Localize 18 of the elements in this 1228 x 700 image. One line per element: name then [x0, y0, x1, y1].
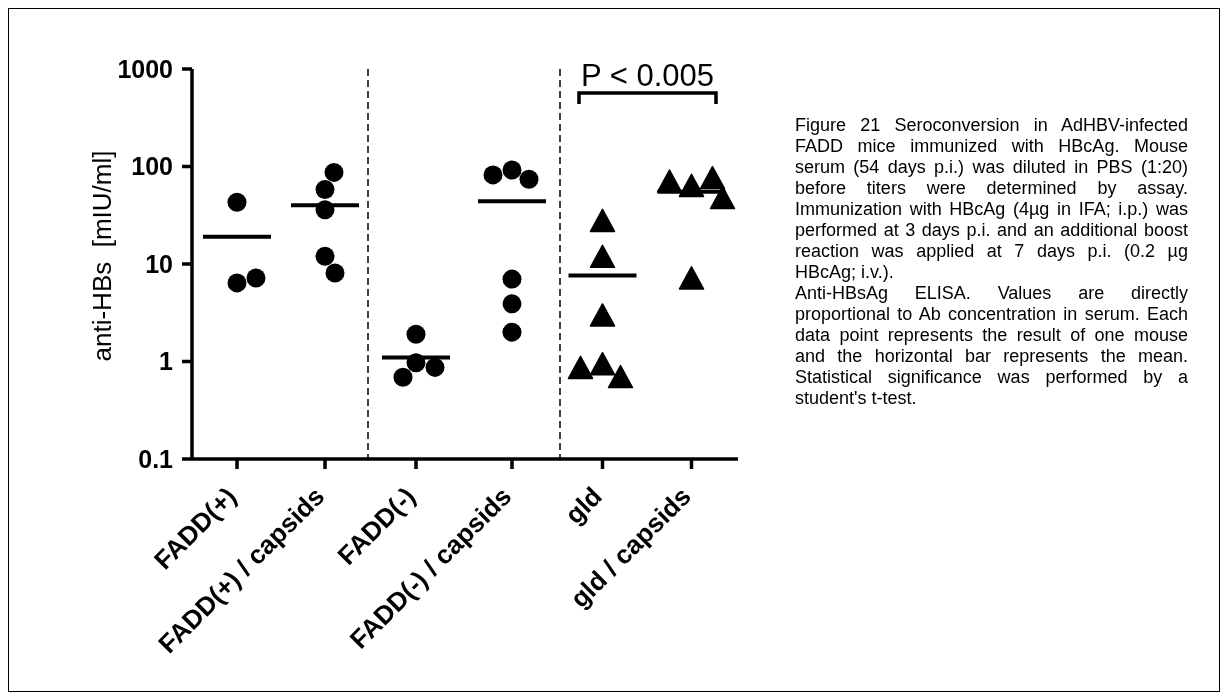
y-tick-label: 1000 — [117, 54, 173, 83]
point — [589, 351, 616, 376]
point — [589, 244, 616, 269]
y-tick-label: 10 — [145, 249, 173, 278]
point — [502, 160, 522, 180]
caption: Figure 21 Seroconversion in AdHBV-infected FADD mice immunized with HBcAg. Mouse serum (54 days p.i.) was diluted in PBS (1:20) before titers were determined by assay. Immunization with HBcAg (4µg in IFA; i.p.) was performed at 3 days p.i. and an additional boost reaction was applied at 7 days p.i. (0.2 µg HBcAg; i.v.). — [795, 115, 1188, 283]
point — [502, 322, 522, 342]
point — [502, 294, 522, 314]
point — [589, 208, 616, 233]
point — [589, 303, 616, 327]
text: Anti-HBsAg ELISA. Values are directly proportional to Ab concentration in serum. Each data point represents the result of one mouse and the horizontal bar represents the mean. Statistical significance was performed by a student's t-test. — [795, 283, 1188, 409]
y-axis-title: anti-HBs [mIU/ml] — [87, 150, 117, 362]
x-tick-label: gld — [558, 481, 608, 530]
y-tick-label: 1 — [159, 347, 174, 376]
annotation: P < 0.005 — [580, 58, 715, 93]
y-tick-label: 100 — [131, 152, 173, 181]
y-tick-label: 0.1 — [138, 444, 174, 473]
point — [502, 269, 522, 289]
